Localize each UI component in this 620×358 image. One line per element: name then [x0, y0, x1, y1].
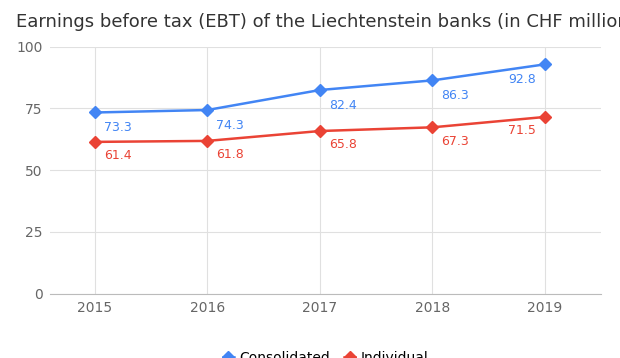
- Text: 86.3: 86.3: [441, 89, 469, 102]
- Text: 61.8: 61.8: [216, 148, 244, 161]
- Consolidated: [203, 108, 211, 112]
- Individual: [429, 125, 436, 130]
- Line: Individual: Individual: [91, 113, 549, 146]
- Text: 71.5: 71.5: [508, 124, 536, 137]
- Text: 74.3: 74.3: [216, 118, 244, 132]
- Consolidated: [429, 78, 436, 83]
- Legend: Consolidated, Individual: Consolidated, Individual: [217, 345, 434, 358]
- Individual: [541, 115, 549, 119]
- Individual: [203, 139, 211, 143]
- Consolidated: [91, 110, 99, 115]
- Text: 61.4: 61.4: [104, 149, 131, 162]
- Text: 65.8: 65.8: [329, 139, 356, 151]
- Title: Earnings before tax (EBT) of the Liechtenstein banks (in CHF million): Earnings before tax (EBT) of the Liechte…: [16, 13, 620, 31]
- Text: 82.4: 82.4: [329, 99, 356, 112]
- Individual: [316, 129, 324, 133]
- Text: 67.3: 67.3: [441, 135, 469, 148]
- Individual: [91, 140, 99, 144]
- Consolidated: [316, 88, 324, 92]
- Text: 92.8: 92.8: [508, 73, 536, 86]
- Text: 73.3: 73.3: [104, 121, 131, 134]
- Consolidated: [541, 62, 549, 67]
- Line: Consolidated: Consolidated: [91, 60, 549, 117]
